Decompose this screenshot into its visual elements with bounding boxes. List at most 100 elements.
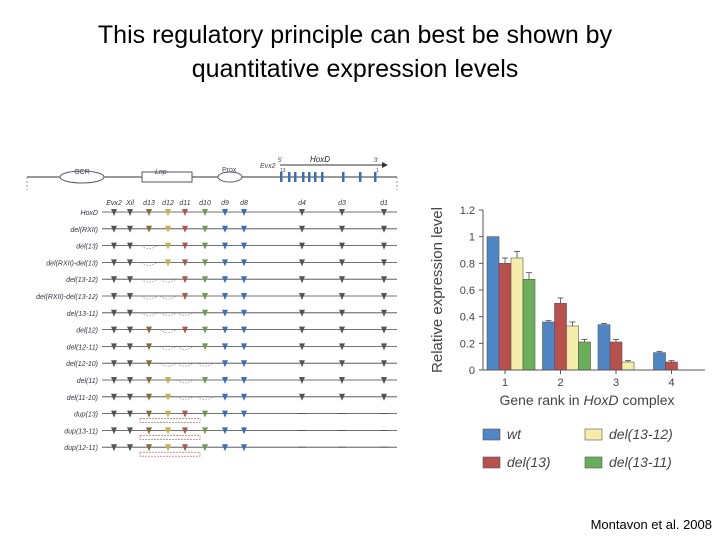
row-label: dup(13-11): [64, 428, 98, 435]
hoxd-deletion-diagram: GCR Lnp Prox Evx2 5' HoxD 3' 13 1 Evx2 Xi…: [26, 155, 398, 457]
gene-marker: [202, 410, 208, 418]
legend-swatch: [584, 456, 603, 469]
gene-marker: [146, 377, 152, 384]
legend-label: del(13-11): [609, 454, 672, 470]
diagram-row: del(12-10): [66, 360, 397, 368]
gene-marker: [165, 259, 171, 267]
gene-marker: [111, 225, 117, 233]
gene-marker: [127, 343, 133, 351]
gene-marker: [299, 209, 305, 216]
gene-marker: [127, 444, 133, 452]
diagram-row: del(12): [76, 326, 397, 335]
lnp-label: Lnp: [155, 169, 167, 176]
gene-marker: [127, 293, 133, 300]
legend-swatch: [482, 428, 501, 441]
gene-marker: [146, 427, 152, 435]
gene-marker: [381, 293, 387, 300]
y-tick-label: 0.2: [460, 338, 475, 350]
gene-marker: [127, 259, 133, 267]
legend-label: del(13-12): [609, 426, 673, 442]
gene-marker: [111, 444, 117, 452]
gene-marker: [146, 393, 152, 401]
gcr-label: GCR: [74, 169, 90, 176]
y-tick-label: 1: [469, 232, 475, 244]
gene-marker: [222, 209, 228, 216]
prox-element: [217, 171, 243, 183]
gene-marker: [241, 410, 247, 418]
diagram-row: dup(13-11): [64, 427, 397, 440]
locus-gene-mark: [308, 172, 311, 182]
gene-marker: [111, 410, 117, 418]
gene-marker: [299, 225, 305, 233]
gene-marker: [299, 276, 305, 284]
x-tick-label: 1: [502, 377, 508, 389]
gene-marker: [111, 343, 117, 351]
gene-marker: [111, 377, 117, 384]
gene-label: d11: [179, 200, 190, 207]
gene-marker: [241, 326, 247, 334]
gene-marker: [182, 326, 188, 334]
gene-marker: [222, 343, 228, 351]
gene-marker: [202, 309, 208, 317]
gene-marker: [381, 393, 387, 401]
row-label: del(13-12): [66, 277, 98, 284]
gene-marker: [111, 326, 117, 334]
gene-marker: [222, 410, 228, 418]
gene-marker: [111, 209, 117, 216]
title-line-2: quantitative expression levels: [191, 55, 519, 83]
bar-wt: [653, 352, 666, 371]
diagram-row: del(RXII): [70, 225, 397, 234]
gene-label: d9: [221, 200, 229, 207]
bar-wt: [542, 321, 555, 371]
gene-marker: [241, 377, 247, 384]
locus-gene-mark: [302, 172, 305, 182]
gene-marker: [165, 225, 171, 233]
row-label: del(RXII)-del(13-12): [36, 294, 98, 301]
gene-marker: [165, 444, 171, 452]
row-label: HoxD: [80, 210, 98, 217]
prox-label: Prox: [222, 167, 237, 174]
row-label: del(RXII)-del(13): [46, 260, 98, 267]
one-label: 1: [376, 168, 379, 174]
gene-marker: [111, 393, 117, 401]
five-prime-label: 5': [278, 158, 282, 164]
row-label: del(11-10): [67, 395, 98, 402]
x-axis-label: Gene rank in HoxD complex: [499, 392, 674, 408]
gene-marker: [381, 242, 387, 250]
gene-marker: [111, 242, 117, 250]
gene-marker: [222, 360, 228, 368]
gene-marker: [222, 276, 228, 284]
gene-marker: [222, 444, 228, 452]
gene-marker: [146, 225, 152, 233]
thirteen-label: 13: [280, 168, 286, 174]
gene-marker: [339, 209, 345, 216]
legend-label: del(13): [507, 454, 551, 470]
gene-marker: [299, 242, 305, 250]
gene-marker: [127, 326, 133, 334]
gene-marker: [182, 225, 188, 233]
gene-marker: [241, 360, 247, 368]
gene-marker: [182, 259, 188, 267]
diagram-row: del(11): [77, 377, 397, 385]
gene-marker: [222, 326, 228, 334]
gene-label: Xil: [125, 200, 134, 207]
bar-del(13): [554, 303, 567, 371]
gene-label: d10: [199, 200, 211, 207]
three-prime-label: 3': [374, 158, 378, 164]
gene-marker: [127, 393, 133, 401]
locus-gene-mark: [359, 172, 362, 182]
gene-marker: [299, 393, 305, 401]
y-tick-label: 0: [469, 365, 475, 377]
bar-del(13-11): [578, 341, 591, 371]
bar-del(13): [498, 263, 512, 371]
gene-marker: [339, 309, 345, 317]
y-axis-label: Relative expression level: [429, 207, 446, 373]
row-label: del(RXII): [70, 227, 98, 234]
gene-marker: [202, 225, 208, 233]
gene-marker: [381, 309, 387, 317]
bar-del(13-12): [510, 257, 524, 371]
diagram-row: del(11-10): [67, 393, 397, 402]
gene-marker: [222, 259, 228, 267]
gene-marker: [127, 360, 133, 368]
gene-marker: [299, 293, 305, 300]
